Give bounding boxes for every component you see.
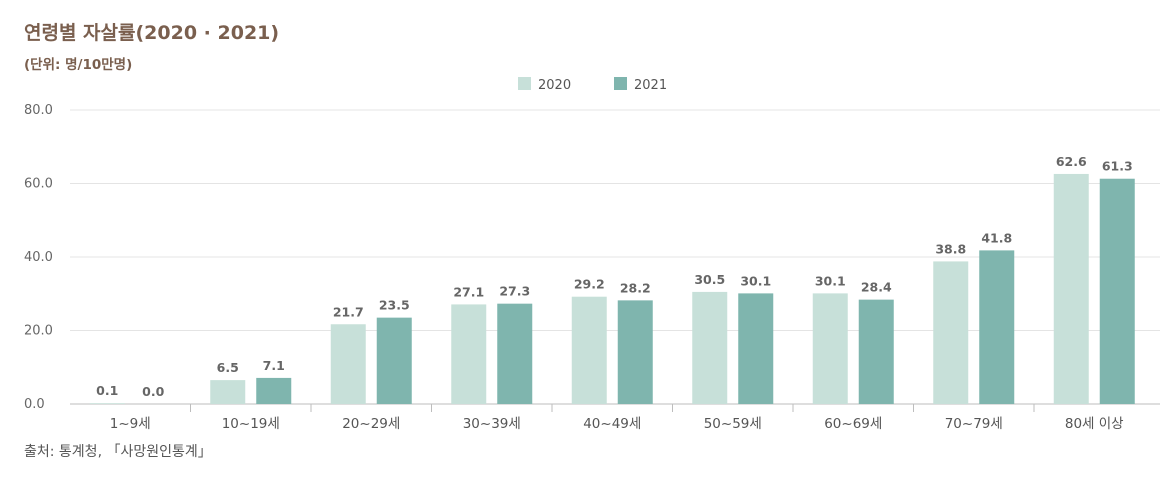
y-tick-label: 80.0 bbox=[24, 103, 53, 118]
data-label-2020: 62.6 bbox=[1056, 154, 1087, 169]
bar-2021 bbox=[617, 300, 653, 404]
data-label-2020: 27.1 bbox=[453, 284, 484, 299]
x-category-label: 80세 이상 bbox=[1065, 416, 1124, 432]
source-note: 출처: 통계청, 「사망원인통계」 bbox=[24, 444, 212, 460]
legend-swatch-2020 bbox=[518, 77, 531, 90]
x-category-label: 30~39세 bbox=[463, 416, 521, 432]
data-label-2021: 7.1 bbox=[263, 358, 285, 373]
bar-2021 bbox=[1099, 178, 1135, 404]
bar-2020 bbox=[812, 293, 848, 404]
data-label-2020: 6.5 bbox=[217, 360, 239, 375]
x-category-label: 50~59세 bbox=[704, 416, 762, 432]
x-category-label: 1~9세 bbox=[110, 416, 151, 432]
y-tick-label: 0.0 bbox=[24, 397, 45, 412]
bar-2020 bbox=[571, 296, 607, 404]
bar-2021 bbox=[738, 293, 774, 404]
data-label-2021: 23.5 bbox=[379, 298, 410, 313]
x-axis-categories: 1~9세 10~19세 20~29세 30~39세 40~49세 50~59세 60~69세… bbox=[110, 404, 1124, 432]
bars bbox=[89, 173, 1135, 404]
y-axis-ticks: 0.0 20.0 40.0 60.0 80.0 bbox=[24, 103, 53, 412]
bar-2020 bbox=[933, 261, 969, 404]
data-label-2020: 21.7 bbox=[333, 304, 364, 319]
bar-2020 bbox=[451, 304, 487, 404]
data-labels: 0.1 6.5 21.7 27.1 29.2 30.5 30.1 38.8 62.6 0.0 7.1… bbox=[96, 154, 1133, 399]
bar-2021 bbox=[979, 250, 1015, 404]
bar-2020 bbox=[692, 291, 728, 404]
data-label-2021: 27.3 bbox=[499, 284, 530, 299]
x-category-label: 60~69세 bbox=[824, 416, 882, 432]
bar-2020 bbox=[1053, 173, 1089, 404]
data-label-2021: 0.0 bbox=[142, 384, 164, 399]
bar-2021 bbox=[376, 317, 412, 404]
legend: 2020 2021 bbox=[518, 77, 667, 93]
bar-2021 bbox=[858, 299, 894, 404]
chart-title: 연령별 자살률(2020 · 2021) bbox=[24, 22, 280, 44]
bar-chart: 0.0 20.0 40.0 60.0 80.0 0.1 6.5 21.7 27.1 29.2 30… bbox=[24, 77, 1160, 432]
y-tick-label: 60.0 bbox=[24, 177, 53, 192]
grid-lines bbox=[70, 109, 1160, 405]
x-category-label: 10~19세 bbox=[222, 416, 280, 432]
data-label-2021: 28.2 bbox=[620, 280, 651, 295]
bar-2021 bbox=[256, 377, 292, 404]
legend-swatch-2021 bbox=[614, 77, 627, 90]
legend-label-2021: 2021 bbox=[634, 78, 667, 93]
x-category-label: 40~49세 bbox=[583, 416, 641, 432]
bar-2020 bbox=[210, 380, 246, 404]
y-tick-label: 20.0 bbox=[24, 324, 53, 339]
unit-label: (단위: 명/10만명) bbox=[24, 57, 133, 73]
data-label-2021: 30.1 bbox=[740, 273, 771, 288]
data-label-2020: 29.2 bbox=[574, 277, 605, 292]
data-label-2021: 61.3 bbox=[1102, 159, 1133, 174]
x-category-label: 20~29세 bbox=[342, 416, 400, 432]
data-label-2021: 41.8 bbox=[981, 230, 1012, 245]
data-label-2021: 28.4 bbox=[861, 280, 892, 295]
bar-2021 bbox=[497, 303, 533, 404]
data-label-2020: 30.5 bbox=[694, 272, 725, 287]
legend-label-2020: 2020 bbox=[538, 78, 571, 93]
data-label-2020: 30.1 bbox=[815, 273, 846, 288]
data-label-2020: 38.8 bbox=[935, 241, 966, 256]
x-category-label: 70~79세 bbox=[945, 416, 1003, 432]
data-label-2020: 0.1 bbox=[96, 383, 118, 398]
bar-2020 bbox=[89, 403, 125, 404]
y-tick-label: 40.0 bbox=[24, 250, 53, 265]
bar-2020 bbox=[330, 324, 366, 404]
